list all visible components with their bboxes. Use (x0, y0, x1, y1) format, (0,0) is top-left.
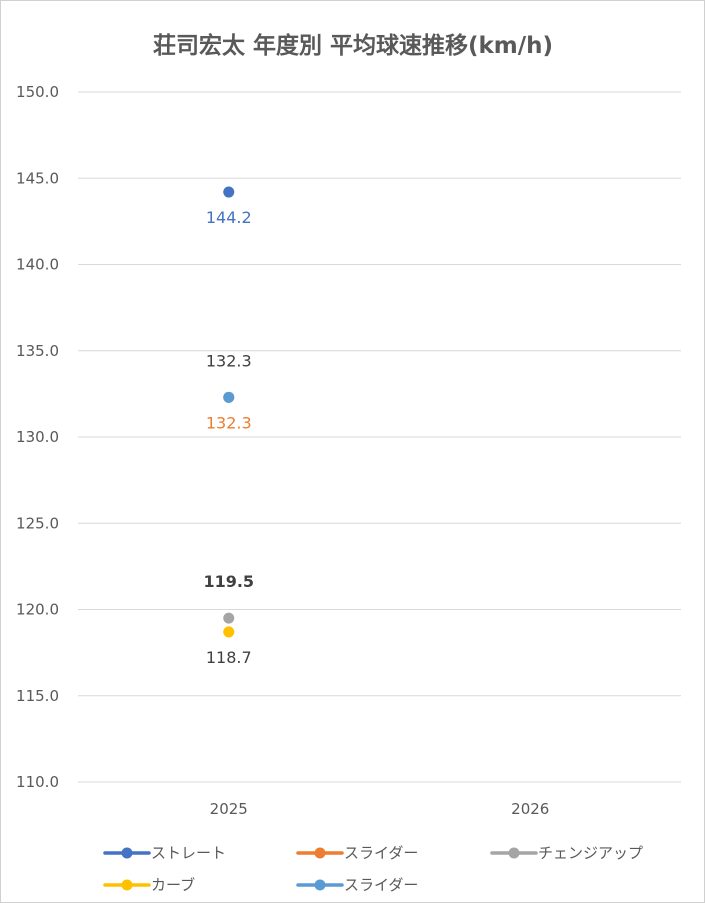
legend-marker (508, 847, 520, 859)
data-point (223, 391, 235, 403)
x-axis-ticks: 2025 2026 (210, 800, 550, 818)
y-tick-label: 130.0 (16, 428, 59, 446)
legend-label: ストレート (151, 844, 226, 862)
y-tick-label: 150.0 (16, 83, 59, 101)
gridlines (78, 91, 681, 783)
legend-marker (314, 879, 326, 891)
y-tick-label: 115.0 (16, 687, 59, 705)
legend-label: スライダー (344, 844, 418, 862)
data-label: 144.2 (206, 208, 252, 227)
y-axis-ticks: 110.0 115.0 120.0 125.0 130.0 135.0 140.0 145.0… (16, 83, 59, 791)
legend-marker (121, 847, 133, 859)
data-point (223, 186, 235, 198)
data-points (223, 186, 235, 638)
y-tick-label: 135.0 (16, 342, 59, 360)
data-label: 118.7 (206, 648, 252, 667)
x-tick-label: 2025 (210, 800, 248, 818)
data-point (223, 626, 235, 638)
y-tick-label: 110.0 (16, 773, 59, 791)
legend-label: スライダー (344, 876, 418, 894)
chart-title: 荘司宏太 年度別 平均球速推移(km/h) (153, 32, 553, 59)
data-label: 132.3 (206, 351, 252, 370)
data-label: 132.3 (206, 413, 252, 432)
y-tick-label: 120.0 (16, 601, 59, 619)
data-labels: 144.2 132.3 119.5 118.7 132.3 (203, 208, 254, 667)
y-tick-label: 145.0 (16, 169, 59, 187)
data-label: 119.5 (203, 572, 254, 591)
y-tick-label: 140.0 (16, 256, 59, 274)
legend-marker (314, 847, 326, 859)
legend-marker (121, 879, 133, 891)
legend-label: カーブ (151, 876, 195, 894)
legend-label: チェンジアップ (538, 844, 643, 862)
x-tick-label: 2026 (511, 800, 549, 818)
data-point (223, 612, 235, 624)
y-tick-label: 125.0 (16, 514, 59, 532)
